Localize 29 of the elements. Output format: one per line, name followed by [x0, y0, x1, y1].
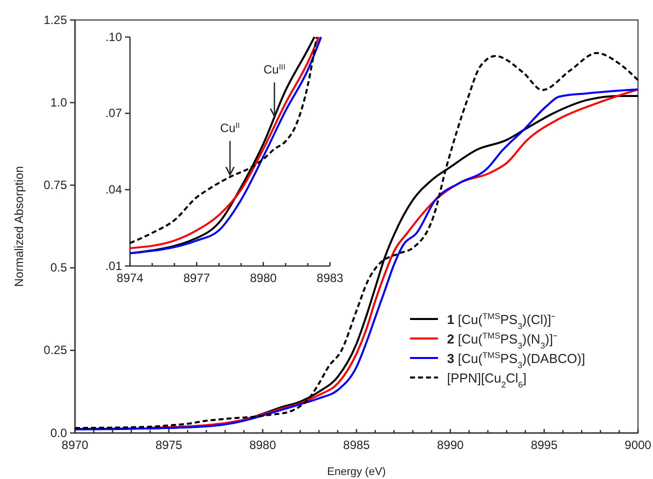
y-tick-label: 1.0: [50, 95, 68, 110]
x-tick-label: 8990: [436, 438, 464, 452]
y-tick-label: 1.25: [44, 12, 68, 27]
y-axis-title: Normalized Absorption: [12, 166, 26, 287]
x-tick-label: 8980: [249, 438, 276, 452]
x-tick-label: 8983: [316, 271, 344, 286]
x-tick-label: 8995: [530, 438, 558, 452]
legend-label: 1 [Cu($^{TMS}$PS$_{3}$)(Cl)]⁻: [447, 311, 556, 331]
y-tick-label: .10: [105, 30, 122, 44]
legend-label: 2 [Cu($^{TMS}$PS$_{3}$)(N$_{3}$)]⁻: [447, 330, 557, 350]
y-tick-label: 0.75: [44, 178, 68, 192]
y-tick-label: 0.0: [50, 426, 68, 440]
y-tick-label: 0.25: [44, 343, 68, 358]
x-tick-label: 8974: [116, 271, 144, 286]
x-tick-label: 8980: [250, 271, 278, 286]
x-tick-label: 8977: [183, 271, 210, 286]
y-tick-label: 0.5: [50, 260, 68, 275]
legend-label: [PPN][Cu$_{2}$Cl$_{6}$]: [447, 370, 526, 390]
x-axis-title: Energy (eV): [327, 466, 386, 478]
x-tick-label: 9000: [624, 438, 652, 452]
legend-label: 3 [Cu($^{TMS}$PS$_{3}$)(DABCO)]: [447, 350, 586, 370]
x-tick-label: 8985: [343, 438, 370, 452]
x-tick-label: 8970: [62, 438, 89, 452]
annotation: Cu$^{II}$: [220, 120, 240, 135]
x-tick-label: 8975: [155, 438, 183, 452]
annotation: Cu$^{III}$: [264, 62, 286, 76]
y-tick-label: .01: [105, 258, 122, 273]
y-tick-label: .07: [105, 106, 122, 120]
y-tick-label: .04: [105, 182, 122, 197]
